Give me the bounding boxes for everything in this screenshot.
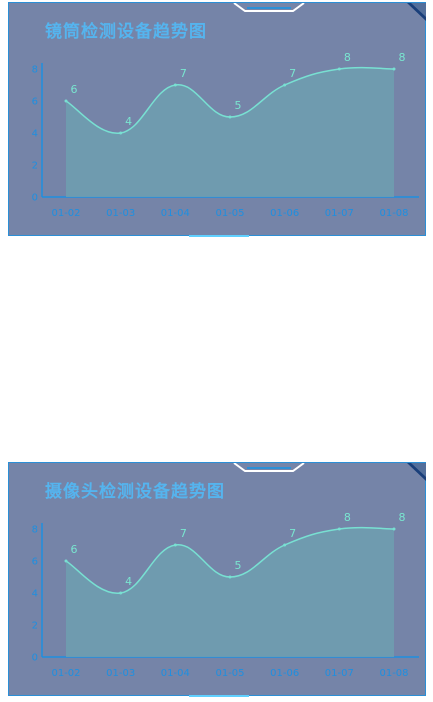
x-tick-label: 01-04	[161, 668, 190, 679]
y-tick-label: 6	[32, 97, 38, 108]
data-label: 7	[180, 67, 187, 80]
chart-panel-camera: 摄像头检测设备趋势图 0 2 4 6 8 01-02 01-03 01-04 01-05 01-0…	[8, 462, 426, 697]
y-tick-label: 2	[32, 621, 38, 632]
data-label: 5	[235, 99, 242, 112]
data-label: 7	[180, 527, 187, 540]
data-point	[64, 559, 68, 563]
data-point	[173, 83, 177, 87]
x-tick-label: 01-06	[270, 668, 299, 679]
data-label: 6	[71, 83, 78, 96]
chart-title: 镜筒检测设备趋势图	[45, 22, 207, 42]
x-tick-label: 01-07	[325, 208, 354, 219]
x-tick-label: 01-06	[270, 208, 299, 219]
data-point	[337, 527, 341, 531]
y-tick-label: 4	[32, 589, 38, 600]
data-label: 7	[289, 67, 296, 80]
panel-frame-decoration	[189, 463, 426, 697]
data-point	[283, 83, 287, 87]
data-label: 8	[399, 51, 406, 64]
y-tick-label: 6	[32, 557, 38, 568]
area-chart-camera: 0 2 4 6 8 01-02 01-03 01-04 01-05 01-06 01-07 01-08…	[32, 511, 419, 679]
area-chart-lens: 0 2 4 6 8 01-02 01-03 01-04 01-05 01-06 01-07 01-08…	[32, 51, 419, 219]
y-tick-label: 0	[32, 653, 38, 664]
data-label: 6	[71, 543, 78, 556]
data-label: 8	[344, 511, 351, 524]
data-label: 4	[125, 575, 132, 588]
data-label: 5	[235, 559, 242, 572]
data-point	[64, 99, 68, 103]
data-point	[228, 575, 232, 579]
series-area	[66, 67, 394, 197]
y-tick-label: 8	[32, 65, 38, 76]
data-point	[119, 131, 123, 135]
x-tick-label: 01-02	[51, 208, 80, 219]
panel-frame-decoration	[189, 3, 426, 237]
x-tick-label: 01-08	[379, 668, 408, 679]
x-tick-label: 01-02	[51, 668, 80, 679]
data-label: 8	[399, 511, 406, 524]
data-label: 7	[289, 527, 296, 540]
data-point	[119, 591, 123, 595]
x-tick-label: 01-07	[325, 668, 354, 679]
x-tick-label: 01-03	[106, 668, 135, 679]
chart-title: 摄像头检测设备趋势图	[45, 482, 225, 502]
x-tick-label: 01-05	[215, 668, 244, 679]
y-tick-label: 8	[32, 525, 38, 536]
data-point	[228, 115, 232, 119]
chart-panel-lens: 镜筒检测设备趋势图 0 2 4 6 8 01-02 01-03 01-04 01-05 01-06…	[8, 2, 426, 237]
data-point	[392, 67, 396, 71]
data-label: 8	[344, 51, 351, 64]
data-point	[173, 543, 177, 547]
series-area	[66, 527, 394, 657]
data-point	[337, 67, 341, 71]
x-tick-label: 01-08	[379, 208, 408, 219]
y-tick-label: 0	[32, 193, 38, 204]
data-point	[392, 527, 396, 531]
y-tick-label: 2	[32, 161, 38, 172]
data-point	[283, 543, 287, 547]
y-tick-label: 4	[32, 129, 38, 140]
x-tick-label: 01-03	[106, 208, 135, 219]
data-label: 4	[125, 115, 132, 128]
x-tick-label: 01-05	[215, 208, 244, 219]
x-tick-label: 01-04	[161, 208, 190, 219]
